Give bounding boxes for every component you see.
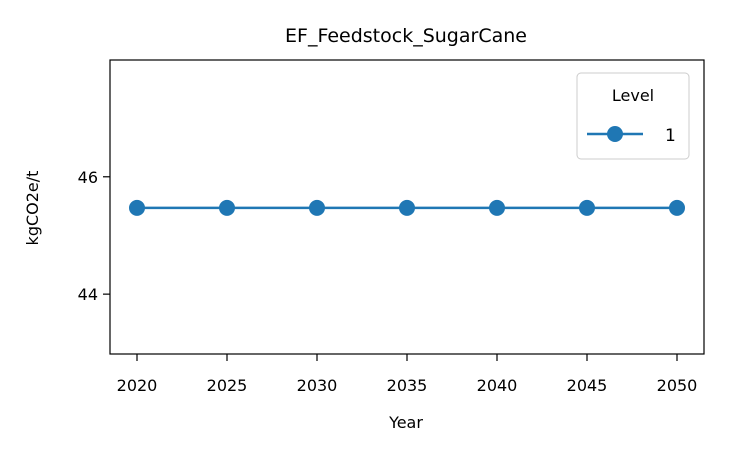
legend-title: Level bbox=[612, 86, 654, 105]
data-point bbox=[309, 199, 325, 216]
x-axis-label: Year bbox=[388, 413, 423, 432]
x-tick-label: 2035 bbox=[387, 376, 428, 395]
legend-series-marker bbox=[607, 126, 623, 142]
data-point bbox=[579, 199, 595, 216]
x-tick-label: 2050 bbox=[657, 376, 698, 395]
x-tick-label: 2045 bbox=[567, 376, 608, 395]
x-tick-label: 2040 bbox=[477, 376, 518, 395]
y-tick-label: 44 bbox=[78, 285, 98, 304]
legend-box bbox=[576, 72, 690, 160]
x-tick-label: 2030 bbox=[297, 376, 338, 395]
y-tick-label: 46 bbox=[78, 168, 98, 187]
data-point bbox=[129, 199, 145, 216]
data-point bbox=[219, 199, 235, 216]
data-point bbox=[399, 199, 415, 216]
data-point bbox=[489, 199, 505, 216]
plot-area-frame bbox=[109, 59, 705, 355]
data-point bbox=[669, 199, 685, 216]
legend: Level 1 bbox=[576, 72, 690, 160]
x-tick-label: 2020 bbox=[117, 376, 158, 395]
legend-series-label: 1 bbox=[665, 126, 676, 146]
y-axis-label: kgCO2e/t bbox=[23, 171, 42, 246]
x-tick-label: 2025 bbox=[207, 376, 248, 395]
chart-title: EF_Feedstock_SugarCane bbox=[285, 25, 527, 47]
